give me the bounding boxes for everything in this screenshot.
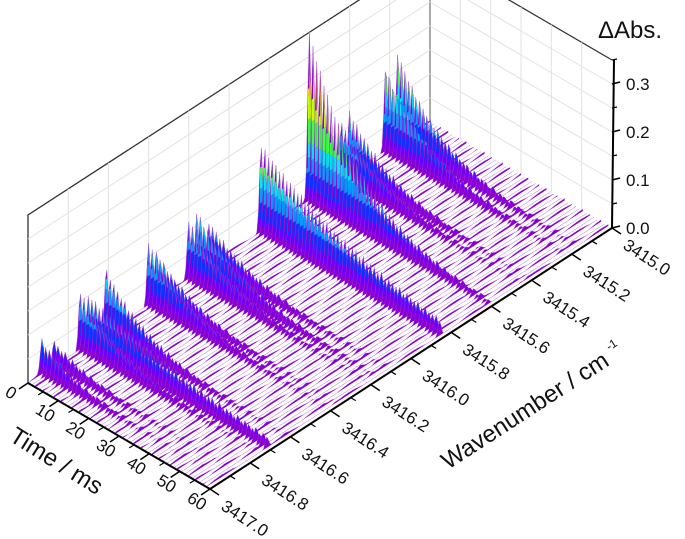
axes [18,58,622,496]
wavenumber-tick-label: 3415.8 [459,340,513,384]
z-tick-label: 0.0 [626,219,650,238]
wavenumber-tick-label: 3415.6 [499,314,553,358]
wavenumber-tick-label: 3416.0 [419,366,473,410]
wavenumber-tick-label: 3416.4 [338,418,392,462]
z-axis [611,59,615,229]
z-axis-title: ΔAbs. [598,17,662,44]
z-tick-label: 0.1 [626,171,650,190]
wavenumber-tick-label: 3417.0 [218,496,272,539]
z-tick-label: 0.2 [626,123,650,142]
wavenumber-tick-label: 3416.2 [379,392,433,436]
wavenumber-tick-label: 3415.2 [580,262,634,306]
z-tick-label: 0.3 [626,75,650,94]
y-axis-title: Wavenumber / cm [437,347,614,475]
y-axis-title-superscript: -1 [603,336,620,354]
time-tick-label: 0 [2,382,20,403]
surface [27,31,609,487]
wavenumber-tick-label: 3415.0 [620,235,674,279]
wavenumber-tick-label: 3416.8 [258,470,312,514]
wavenumber-tick-label: 3415.4 [539,288,593,332]
x-axis-title: Time / ms [5,422,108,500]
wavenumber-tick-label: 3416.6 [298,444,352,488]
